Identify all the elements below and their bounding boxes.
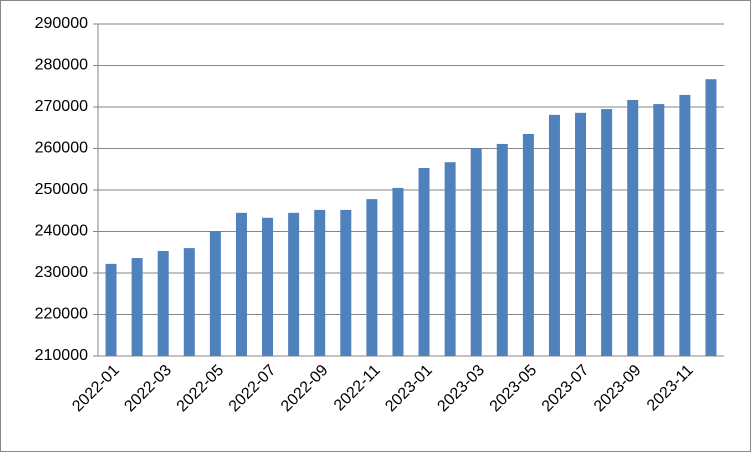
- bar: [262, 217, 274, 356]
- bar: [627, 99, 639, 356]
- bar: [601, 109, 613, 356]
- y-tick-label: 260000: [35, 140, 88, 157]
- bar: [705, 79, 717, 356]
- bar: [288, 212, 300, 356]
- bar: [131, 258, 143, 356]
- bar: [522, 133, 534, 356]
- y-tick-label: 210000: [35, 347, 88, 364]
- bar: [444, 162, 456, 356]
- bar: [105, 263, 117, 356]
- y-tick-label: 290000: [35, 15, 88, 32]
- bar: [183, 248, 195, 356]
- y-tick-label: 250000: [35, 181, 88, 198]
- y-tick-label: 240000: [35, 223, 88, 240]
- bar: [366, 199, 378, 356]
- y-tick-label: 280000: [35, 57, 88, 74]
- bar: [235, 212, 247, 356]
- y-tick-label: 270000: [35, 98, 88, 115]
- bar: [575, 112, 587, 356]
- bar: [679, 94, 691, 356]
- bar: [209, 231, 221, 356]
- bar: [392, 187, 404, 356]
- bar: [157, 251, 169, 356]
- bar: [340, 209, 352, 356]
- bar: [496, 143, 508, 356]
- bar: [548, 114, 560, 356]
- y-tick-label: 230000: [35, 264, 88, 281]
- y-tick-label: 220000: [35, 306, 88, 323]
- bar: [418, 168, 430, 356]
- bar: [653, 104, 665, 356]
- bar: [470, 148, 482, 356]
- bar: [314, 209, 326, 356]
